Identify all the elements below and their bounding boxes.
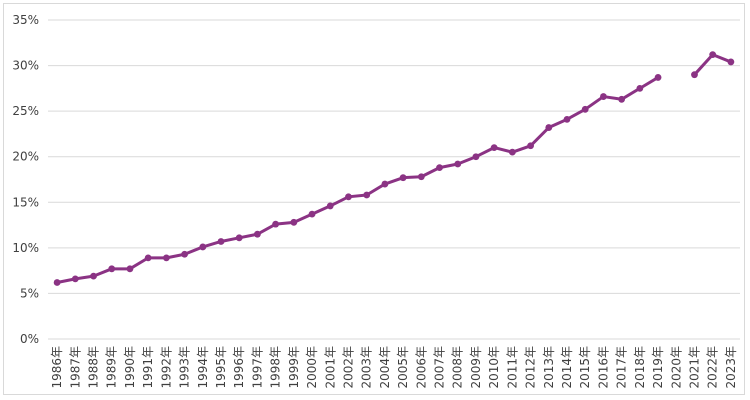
x-tick-label: 1992年 xyxy=(159,346,173,389)
data-point xyxy=(272,220,280,228)
chart-frame xyxy=(3,3,745,395)
x-tick-label: 1991年 xyxy=(141,346,155,389)
data-point xyxy=(618,95,626,103)
data-point xyxy=(71,275,79,283)
data-point xyxy=(108,265,116,273)
data-point xyxy=(144,254,152,262)
data-point xyxy=(454,160,462,168)
x-tick-label: 1996年 xyxy=(232,346,246,389)
x-tick-label: 2019年 xyxy=(651,346,665,389)
y-tick-label: 35% xyxy=(12,13,39,27)
data-point xyxy=(563,115,571,123)
data-point xyxy=(527,142,534,150)
x-tick-label: 1987年 xyxy=(68,346,82,389)
x-tick-label: 2007年 xyxy=(433,346,447,389)
data-point xyxy=(199,243,207,251)
x-tick-label: 2001年 xyxy=(323,346,337,389)
y-axis-ticks: 0% 5% 10% 15% 20% 25% 30% 35% xyxy=(12,13,39,346)
y-tick-label: 25% xyxy=(12,104,39,118)
data-point xyxy=(545,124,553,131)
data-point xyxy=(600,93,607,100)
x-tick-label: 2002年 xyxy=(341,346,355,389)
series-line-segment xyxy=(55,75,660,284)
x-tick-label: 1995年 xyxy=(214,346,228,389)
x-tick-label: 2008年 xyxy=(451,346,465,389)
x-tick-label: 1994年 xyxy=(196,346,210,389)
y-tick-label: 5% xyxy=(20,286,39,300)
data-point xyxy=(162,254,170,262)
data-point xyxy=(654,74,662,81)
x-tick-label: 2009年 xyxy=(469,346,483,389)
x-tick-label: 2014年 xyxy=(560,346,574,389)
data-point xyxy=(181,250,188,258)
x-tick-label: 1998年 xyxy=(269,346,283,389)
x-tick-label: 2023年 xyxy=(724,346,738,389)
data-point xyxy=(508,148,516,156)
x-tick-label: 1997年 xyxy=(250,346,264,389)
series-points xyxy=(53,51,735,286)
x-axis-ticks: 1986年 1987年 1988年 1989年 1990年 1991年 1992年 1993年… xyxy=(50,346,738,389)
data-point xyxy=(235,234,243,242)
x-tick-label: 2004年 xyxy=(378,346,392,389)
x-tick-label: 2012年 xyxy=(524,346,538,389)
x-tick-label: 1990年 xyxy=(123,346,137,389)
y-tick-label: 10% xyxy=(12,241,39,255)
x-tick-label: 1988年 xyxy=(87,346,101,389)
x-tick-label: 2000年 xyxy=(305,346,319,389)
x-tick-label: 2017年 xyxy=(615,346,629,389)
x-tick-label: 2016年 xyxy=(596,346,610,389)
data-point xyxy=(326,202,334,210)
data-point xyxy=(436,164,443,172)
x-tick-label: 2021年 xyxy=(687,346,701,389)
y-tick-label: 30% xyxy=(12,59,39,73)
y-tick-label: 15% xyxy=(12,195,39,209)
data-point xyxy=(90,272,97,280)
data-point xyxy=(581,105,589,113)
data-point xyxy=(290,218,298,226)
data-point xyxy=(636,84,644,92)
y-tick-label: 20% xyxy=(12,150,39,164)
x-tick-label: 1986年 xyxy=(50,346,64,389)
data-point xyxy=(345,193,352,201)
data-point xyxy=(417,173,425,181)
data-point xyxy=(254,230,261,238)
data-point xyxy=(363,191,371,199)
x-tick-label: 2015年 xyxy=(578,346,592,389)
x-tick-label: 2011年 xyxy=(505,346,519,389)
data-point xyxy=(727,58,735,66)
x-tick-label: 2006年 xyxy=(414,346,428,389)
data-point xyxy=(308,210,316,218)
x-tick-label: 2022年 xyxy=(706,346,720,389)
data-point xyxy=(381,180,389,188)
x-tick-label: 1993年 xyxy=(178,346,192,389)
x-tick-label: 2010年 xyxy=(487,346,501,389)
data-point xyxy=(472,153,480,161)
data-point xyxy=(126,265,134,273)
gridlines xyxy=(48,19,740,340)
x-tick-label: 2005年 xyxy=(396,346,410,389)
y-tick-label: 0% xyxy=(20,332,39,346)
x-tick-label: 2018年 xyxy=(633,346,647,389)
x-tick-label: 2003年 xyxy=(360,346,374,389)
data-point xyxy=(399,174,407,182)
data-point xyxy=(490,144,498,152)
x-tick-label: 2013年 xyxy=(542,346,556,389)
x-tick-label: 1999年 xyxy=(287,346,301,389)
data-point xyxy=(217,238,225,245)
x-tick-label: 1989年 xyxy=(105,346,119,389)
data-point xyxy=(53,279,61,286)
data-point xyxy=(691,71,698,79)
x-tick-label: 2020年 xyxy=(669,346,683,389)
data-point xyxy=(709,51,717,59)
